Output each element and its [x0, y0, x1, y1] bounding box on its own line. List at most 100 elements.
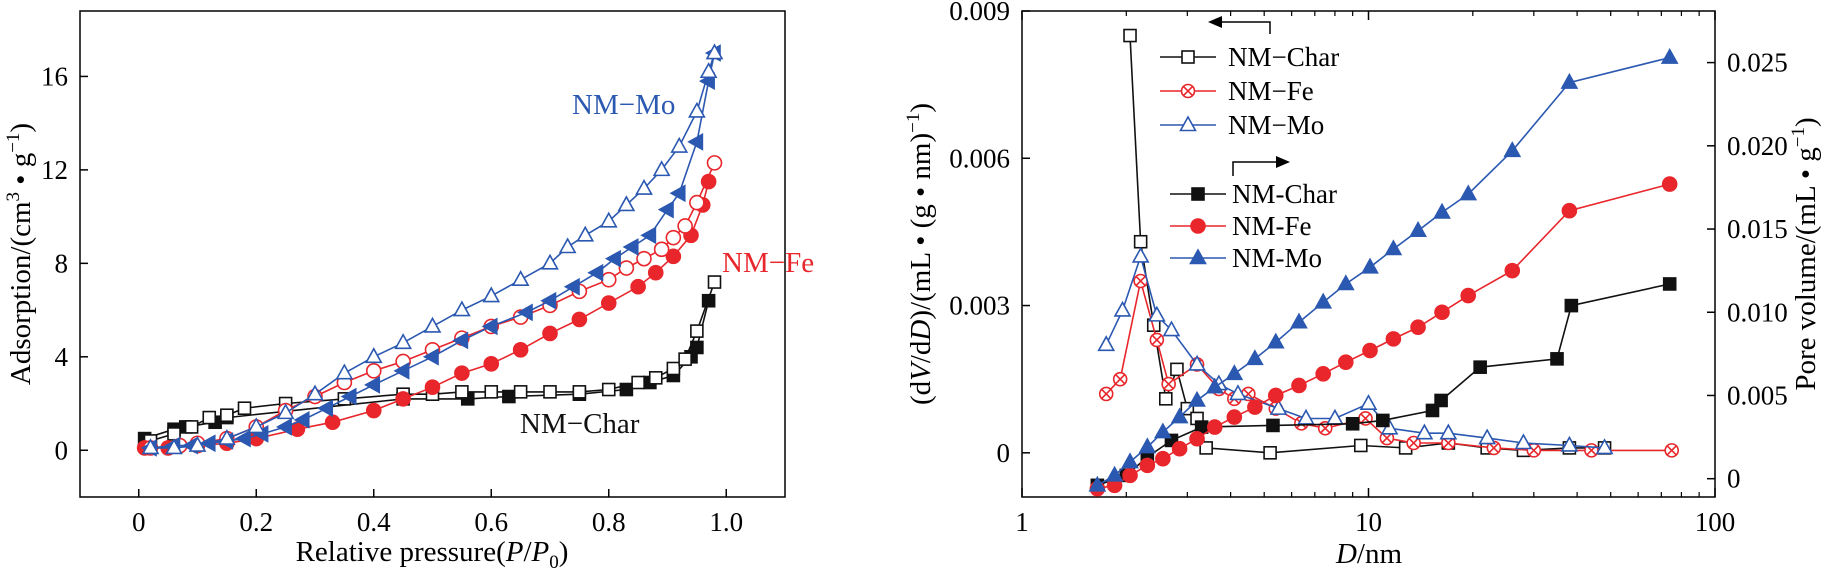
data-point-fe_des: [600, 271, 617, 288]
data-point-mo_ads: [317, 399, 334, 418]
data-point-char_pv: [1376, 413, 1390, 428]
data-point-fe_des: [365, 363, 382, 379]
data-point-char_pv: [1425, 403, 1440, 418]
data-point-fe_pv: [1171, 440, 1188, 457]
data-point-mo_des: [335, 363, 354, 380]
legend-label: NM-Char: [1232, 179, 1337, 209]
data-point-fe_pv: [1291, 377, 1307, 394]
legend-entry: NM−Fe: [1160, 76, 1314, 106]
legend-swatch-marker: [1181, 50, 1195, 64]
legend-arrowhead-left: [1208, 16, 1222, 28]
data-point-char_dvdd: [1263, 446, 1277, 460]
data-point-fe_dvdd: [1149, 332, 1165, 348]
pore-y2-ticks: 0 0.005 0.010 0.015 0.020 0.025: [1707, 48, 1788, 494]
legend-swatch-marker: [1179, 115, 1197, 132]
data-point-mo_des: [165, 438, 183, 455]
data-point-mo_ads: [657, 200, 674, 219]
data-point-mo_dvdd: [1147, 305, 1166, 322]
legend-swatch-marker: [1190, 218, 1206, 234]
data-point-mo_pv: [1138, 437, 1157, 454]
data-point-fe_pv: [1338, 354, 1354, 370]
data-point-mo_des: [558, 237, 577, 254]
pore-y-tick-label: 0.009: [949, 0, 1010, 26]
data-point-char_pv: [1345, 416, 1360, 431]
data-point-mo_des: [670, 136, 689, 153]
data-point-fe_ads: [647, 264, 664, 281]
legend-label: NM−Mo: [1228, 110, 1324, 140]
data-point-mo_des: [247, 417, 266, 434]
data-point-mo_dvdd: [1415, 423, 1434, 440]
data-point-char_des: [572, 385, 587, 399]
data-point-mo_des: [599, 211, 618, 228]
data-point-mo_pv: [1314, 292, 1333, 309]
data-point-fe_pv: [1226, 409, 1243, 425]
data-point-mo_pv: [1361, 257, 1379, 274]
data-point-fe_pv: [1460, 287, 1477, 304]
data-point-char_pv: [1550, 352, 1564, 366]
legend-swatch-marker: [1191, 187, 1205, 201]
isotherm-x-ticks: 0 0.2 0.4 0.6 0.8 1.0: [132, 489, 743, 537]
data-point-mo_dvdd: [1269, 398, 1288, 415]
isotherm-y-tick-label: 0: [55, 435, 69, 465]
pore-y-ticks: 0 0.003 0.006 0.009: [949, 0, 1030, 468]
data-point-mo_des: [188, 435, 207, 452]
data-point-mo_ads: [364, 375, 381, 394]
data-point-mo_des: [306, 384, 324, 401]
data-point-fe_pv: [1155, 450, 1171, 467]
pore-y2-tick-label: 0.025: [1727, 48, 1788, 78]
data-point-mo_dvdd: [1560, 435, 1579, 452]
data-point-mo_ads: [540, 291, 557, 310]
data-point-fe_pv: [1139, 457, 1156, 474]
data-point-fe_pv: [1410, 319, 1426, 336]
data-point-fe_pv: [1247, 399, 1263, 415]
data-point-mo_pv: [1246, 349, 1264, 366]
data-point-mo_ads: [687, 132, 704, 151]
isotherm-series: [136, 43, 724, 457]
data-point-fe_des: [653, 241, 670, 258]
legend-entry: NM-Char: [1170, 179, 1337, 209]
data-point-mo_ads: [393, 361, 410, 380]
pore-y-tick-label: 0.003: [949, 291, 1010, 321]
data-point-mo_dvdd: [1229, 384, 1247, 401]
data-point-fe_ads: [600, 295, 617, 311]
data-point-mo_dvdd: [1113, 300, 1132, 317]
legend-arrow-left: [1218, 21, 1271, 34]
data-point-char_des: [543, 385, 557, 399]
data-point-fe_des: [706, 155, 723, 171]
legend-label: NM-Fe: [1232, 211, 1312, 241]
data-point-fe_des: [618, 260, 635, 276]
data-point-fe_pv: [1122, 467, 1138, 484]
data-point-mo_ads: [516, 303, 533, 322]
data-point-char_pv: [1473, 360, 1487, 374]
data-point-char_des: [631, 375, 645, 390]
data-point-fe_ads: [424, 379, 441, 395]
data-point-fe_pv: [1561, 202, 1578, 219]
data-point-mo_des: [453, 300, 471, 317]
data-point-mo_des: [576, 225, 595, 242]
isotherm-annotation-fe: NM−Fe: [722, 247, 814, 279]
data-point-fe_pv: [1385, 331, 1402, 347]
data-point-mo_pv: [1088, 475, 1107, 492]
series-line-fe_pv: [1097, 183, 1670, 490]
data-point-mo_des: [423, 316, 442, 333]
data-point-char_dvdd: [1353, 438, 1368, 453]
data-point-mo_pv: [1205, 377, 1224, 394]
data-point-fe_ads: [324, 414, 341, 431]
legend-label: NM-Mo: [1232, 243, 1322, 273]
series-line-mo_ads: [150, 52, 716, 449]
data-point-mo_des: [482, 286, 501, 303]
data-point-mo_pv: [1154, 422, 1172, 439]
legend-arrow-right: [1232, 161, 1278, 176]
data-point-fe_ads: [630, 278, 646, 295]
legend-swatch-marker: [1180, 83, 1196, 99]
data-point-mo_pv: [1170, 407, 1189, 424]
data-point-mo_dvdd: [1439, 423, 1458, 440]
data-point-mo_ads: [340, 387, 357, 406]
data-point-char_pv: [1564, 298, 1579, 313]
data-point-char_des: [513, 385, 528, 399]
pore-y2-tick-label: 0.010: [1727, 297, 1788, 327]
data-point-mo_pv: [1336, 274, 1355, 291]
data-point-fe_dvdd: [1133, 273, 1148, 289]
